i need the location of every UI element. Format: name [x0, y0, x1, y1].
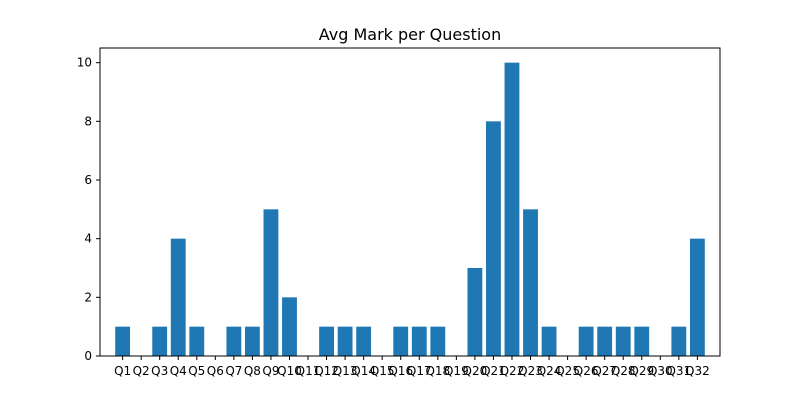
- chart-title: Avg Mark per Question: [319, 25, 501, 44]
- bar-q10: [282, 297, 297, 356]
- x-tick-label: Q24: [537, 364, 562, 378]
- bar-q13: [337, 326, 353, 356]
- bar-q28: [615, 326, 631, 356]
- y-tick-label: 4: [84, 232, 92, 246]
- y-tick-label: 0: [84, 349, 92, 363]
- bar-q17: [411, 326, 427, 356]
- bar-q1: [115, 326, 131, 356]
- x-tick-label: Q14: [351, 364, 376, 378]
- bar-q9: [263, 209, 279, 356]
- x-tick-label: Q29: [629, 364, 654, 378]
- x-tick-label: Q2: [133, 364, 150, 378]
- x-tick-label: Q3: [151, 364, 168, 378]
- x-tick-label: Q27: [592, 364, 617, 378]
- x-tick-label: Q13: [333, 364, 358, 378]
- y-tick-label: 6: [84, 173, 92, 187]
- x-tick-label: Q23: [518, 364, 543, 378]
- bar-q14: [356, 326, 372, 356]
- bar-q20: [467, 268, 483, 356]
- x-tick-label: Q28: [611, 364, 636, 378]
- bar-q24: [541, 326, 557, 356]
- x-tick-label: Q9: [262, 364, 279, 378]
- x-tick-label: Q4: [170, 364, 187, 378]
- bar-q23: [523, 209, 538, 356]
- x-tick-label: Q5: [188, 364, 205, 378]
- bar-q22: [504, 62, 520, 357]
- bar-q18: [430, 326, 446, 356]
- x-tick-label: Q18: [425, 364, 450, 378]
- y-tick-label: 8: [84, 114, 92, 128]
- bar-q16: [393, 326, 409, 356]
- x-tick-label: Q22: [500, 364, 525, 378]
- bar-q3: [152, 326, 168, 356]
- x-tick-label: Q15: [370, 364, 395, 378]
- x-tick-label: Q10: [277, 364, 302, 378]
- x-tick-label: Q21: [481, 364, 506, 378]
- y-tick-label: 2: [84, 290, 92, 304]
- bar-q5: [189, 326, 205, 356]
- x-tick-label: Q31: [666, 364, 691, 378]
- bar-q32: [689, 238, 705, 356]
- x-tick-label: Q8: [244, 364, 261, 378]
- x-tick-label: Q20: [463, 364, 488, 378]
- x-tick-label: Q19: [444, 364, 469, 378]
- y-tick-label: 10: [77, 56, 92, 70]
- bar-q7: [226, 326, 242, 356]
- x-tick-label: Q30: [648, 364, 673, 378]
- x-tick-label: Q26: [574, 364, 599, 378]
- x-tick-label: Q6: [207, 364, 224, 378]
- x-tick-label: Q11: [296, 364, 321, 378]
- plot-area: 0 2 4 6 8 10 Q1 Q2 Q3 Q4 Q5 Q6 Q7 Q8 Q9Q10Q11Q12Q13Q14…: [77, 47, 721, 378]
- x-tick-label: Q17: [407, 364, 432, 378]
- x-tick-label: Q32: [685, 364, 710, 378]
- x-tick-label: Q1: [114, 364, 131, 378]
- bar-q4: [170, 238, 186, 356]
- bar-q12: [319, 326, 334, 356]
- bar-q27: [597, 326, 613, 356]
- bar-q21: [486, 121, 501, 356]
- bar-q29: [634, 326, 650, 356]
- bar-q26: [578, 326, 594, 356]
- x-tick-label: Q16: [388, 364, 413, 378]
- x-tick-label: Q7: [225, 364, 242, 378]
- bar-q31: [671, 326, 687, 356]
- plot-frame: [99, 47, 721, 357]
- x-tick-label: Q25: [555, 364, 580, 378]
- bar-q8: [244, 326, 260, 356]
- x-tick-label: Q12: [314, 364, 339, 378]
